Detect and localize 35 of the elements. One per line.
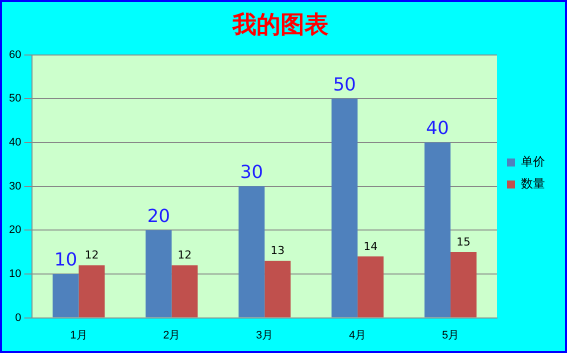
y-tick-label: 30: [8, 180, 22, 192]
legend-label: 数量: [521, 176, 545, 191]
chart-title: 我的图表: [232, 10, 328, 39]
bar: [172, 265, 198, 318]
data-label: 20: [147, 206, 170, 227]
bar: [332, 98, 358, 318]
bar: [78, 265, 105, 318]
bar: [52, 274, 79, 318]
bar: [264, 260, 291, 318]
data-label: 50: [333, 74, 356, 96]
bar: [424, 142, 451, 318]
bar: [450, 252, 477, 318]
x-tick-label: 4月: [349, 329, 366, 342]
legend-label: 单价: [521, 154, 545, 169]
data-label: 13: [270, 244, 285, 258]
y-tick-label: 40: [8, 136, 22, 148]
data-label: 40: [426, 118, 449, 140]
data-label: 30: [240, 162, 264, 183]
y-tick-label: 0: [15, 312, 22, 324]
x-tick-label: 1月: [70, 329, 88, 342]
x-tick-label: 3月: [256, 329, 274, 342]
data-label: 12: [84, 248, 99, 262]
x-tick-label: 5月: [442, 329, 460, 342]
data-label: 10: [54, 250, 78, 271]
data-label: 14: [364, 240, 378, 253]
bar: [146, 230, 172, 318]
data-label: 12: [178, 248, 192, 262]
y-tick-label: 10: [8, 268, 22, 280]
data-label: 15: [456, 235, 471, 248]
y-tick-label: 20: [8, 224, 22, 236]
bar: [358, 256, 384, 318]
y-tick-label: 50: [8, 92, 22, 105]
bar: [238, 186, 265, 318]
x-tick-label: 2月: [163, 329, 180, 342]
y-tick-label: 60: [8, 48, 22, 61]
